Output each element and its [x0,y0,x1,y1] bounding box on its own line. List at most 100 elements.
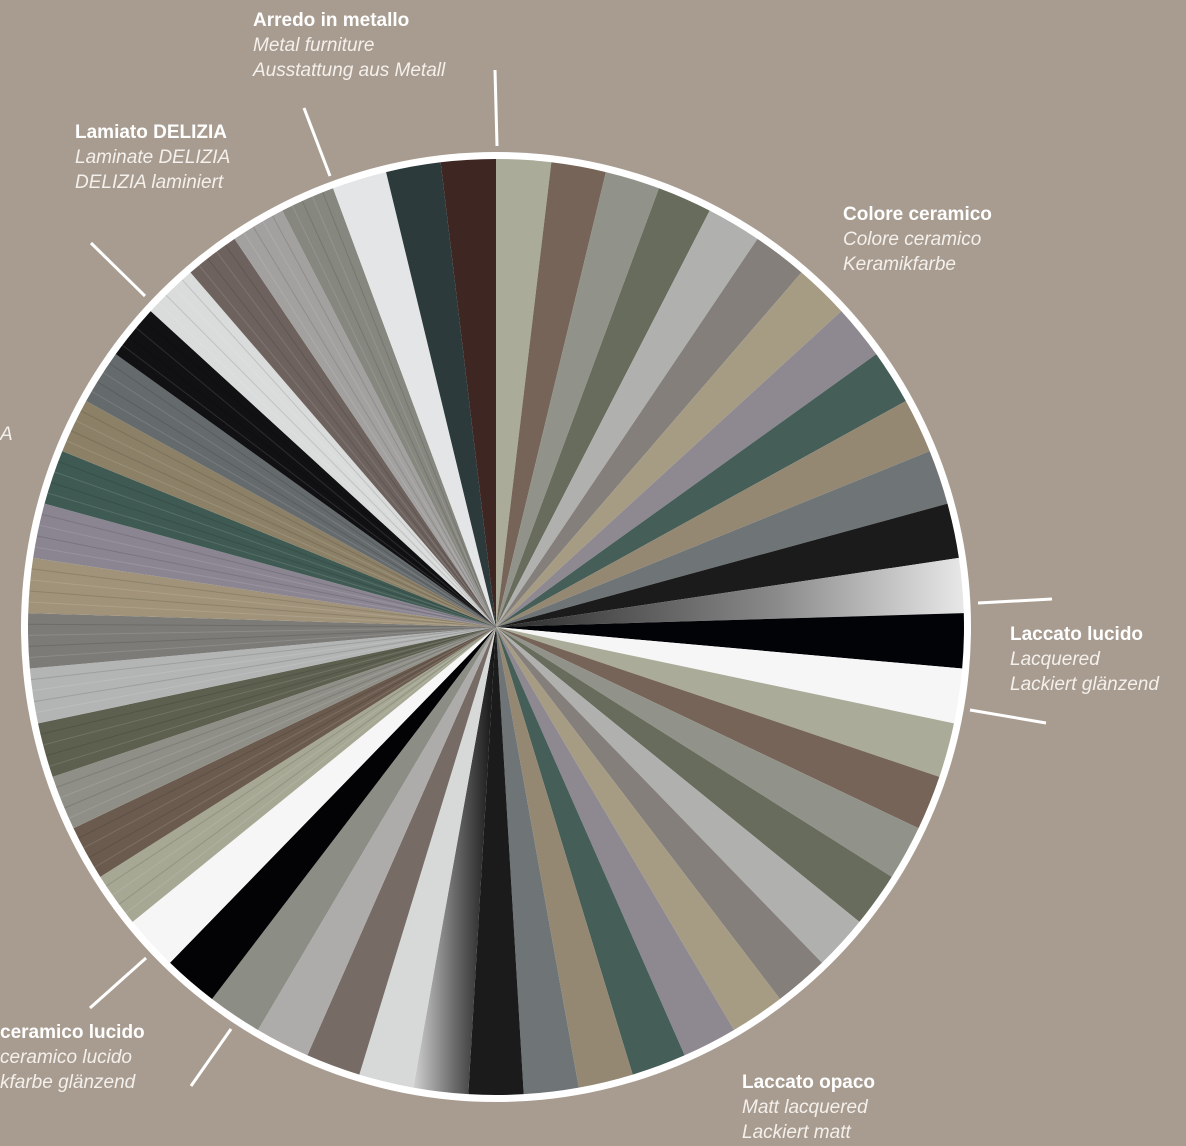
wheel-segment [496,627,963,724]
label-partial-left-text: A [0,424,13,445]
wheel-segment [258,627,496,1056]
wood-grain-line [30,579,497,628]
wood-grain-line [28,601,497,628]
leader-line-arredo [493,69,499,147]
wheel-segment [28,613,497,669]
wood-grain-line [128,336,497,628]
wheel-segment [496,159,552,627]
wood-grain-line [165,294,497,628]
wheel-segment [52,627,497,829]
wood-grain-line [122,344,497,628]
wheel-segment [73,627,497,877]
wood-grain-line [252,226,497,628]
wood-grain-line [301,200,497,628]
label-opaco: Laccato opaco Matt lacquered Lackiert ma… [742,1070,875,1145]
wheel-segment [496,210,758,627]
wheel-segment [468,627,524,1096]
wood-grain-line [173,287,497,628]
wheel-segment [496,627,780,1030]
wheel-segment [496,354,906,627]
wood-grain-line [54,471,497,628]
wheel-segment [496,451,948,627]
wood-grain-line [97,381,497,628]
wheel-segment [33,503,496,627]
label-lamiato-en: Laminate DELIZIA [75,147,231,168]
wheel-segment [282,188,496,628]
wheel-segment [496,613,964,669]
wheel-segment [496,627,860,963]
wheel-segment [333,172,496,627]
wheel-segments [28,158,964,1096]
wood-grain-line [75,420,497,628]
wheel-segment [496,627,633,1088]
leader-line-ceramico-lucido-b [189,1028,233,1087]
wood-grain-line [109,362,497,628]
wood-grain-line [78,626,497,839]
wood-grain-line [30,626,497,681]
wheel-segment [100,627,496,922]
wheel-segment [170,627,496,999]
wheel-segment [115,311,496,627]
wheel-segment [496,627,954,777]
label-ceramico-lucido-title: ceramico lucido [0,1022,145,1043]
wood-grain-line [243,232,497,628]
wood-grain-line [80,410,497,628]
wood-grain-line [135,327,497,628]
wheel-segment [44,451,497,627]
wheel-segment [496,172,659,627]
wood-grain-line [311,196,497,628]
wood-grain-line [40,626,497,735]
wood-grain-line [106,626,497,887]
wood-grain-line [291,205,497,628]
wood-grain-line [102,372,497,628]
wheel-segment [29,627,496,724]
wood-grain-line [157,302,497,628]
wood-grain-line [33,626,497,703]
wheel-segment [132,627,496,963]
label-ceramico-lucido-en: ceramico lucido [0,1047,132,1068]
wood-grain-line [47,492,497,628]
wood-grain-line [42,626,497,746]
wood-grain-line [39,524,497,628]
wood-grain-line [91,390,497,628]
wood-grain-line [70,430,497,628]
wood-grain-line [225,244,497,628]
label-opaco-en: Matt lacquered [742,1097,868,1118]
wheel-segment [496,401,930,627]
wheel-segment [496,503,959,627]
label-ceramico-lucido: ceramico lucido ceramico lucido kfarbe g… [0,1020,145,1095]
wood-grain-line [83,626,497,849]
wheel-segment [86,354,496,627]
wheel-segment [413,627,496,1095]
wheel-segment [212,627,496,1030]
wheel-segment [28,557,497,627]
label-arredo-de: Ausstattung aus Metall [253,60,446,81]
wheel-segment [38,627,496,777]
label-lamiato: Lamiato DELIZIA Laminate DELIZIA DELIZIA… [75,120,230,195]
wood-grain-line [41,513,497,628]
leader-line-lamiato [302,107,332,177]
leader-lines [89,69,1053,1087]
wood-grain-line [58,460,497,628]
wood-grain-line [181,279,497,628]
wood-grain-line [35,626,497,714]
wood-grain-line [207,258,497,628]
wheel-segment [496,627,822,999]
wood-grain-line [49,626,497,767]
wood-grain-line [94,626,497,868]
leader-line-lucido-top [977,597,1053,605]
label-lamiato-title: Lamiato DELIZIA [75,122,228,143]
wood-grain-line [125,626,497,914]
label-lucido-de: Lackiert glänzend [1010,674,1159,695]
wood-grain-line [56,626,497,788]
wood-grain-line [118,626,497,905]
leader-line-lucido-bottom [969,708,1047,725]
wheel-segment [359,627,496,1088]
label-opaco-title: Laccato opaco [742,1072,876,1093]
wood-grain-line [34,546,497,628]
wood-grain-line [29,590,497,628]
wheel-segment [496,627,685,1075]
wheel-segment [496,238,802,627]
wood-grain-line [60,626,497,799]
leader-line-ceramico-lucido-a [89,956,147,1010]
